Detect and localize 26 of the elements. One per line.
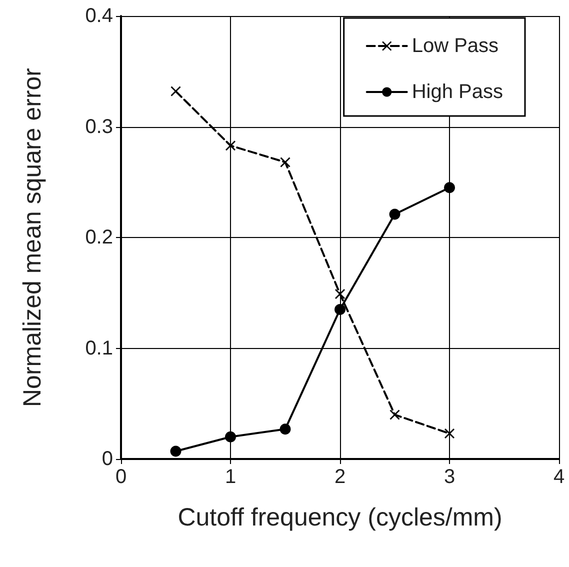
y-tick-label: 0 [102,448,113,470]
x-tick-label: 1 [224,466,236,488]
point [335,288,345,299]
x-tick-label: 4 [553,466,565,488]
y-tick-label: 0.1 [85,337,113,360]
y-tick-label: 0.2 [85,226,113,248]
point [280,424,291,435]
point [444,182,455,194]
y-axis-title: Normalized mean square error [18,68,46,408]
point [226,140,236,151]
point [170,446,182,457]
y-tick-label: 0.3 [85,116,113,138]
point [280,157,290,168]
point [389,208,400,220]
x-tick-label: 0 [115,466,127,488]
x-axis-title: Cutoff frequency (cycles/mm) [178,504,502,532]
point [390,410,400,420]
legend-label: Low Pass [412,35,499,57]
point [170,86,181,96]
point [334,304,346,315]
point [444,428,454,439]
legend-label: High Pass [412,81,504,103]
y-tick-label: 0.4 [85,5,113,27]
x-tick-label: 2 [334,466,346,488]
x-tick-label: 3 [444,466,456,488]
point [225,431,236,442]
